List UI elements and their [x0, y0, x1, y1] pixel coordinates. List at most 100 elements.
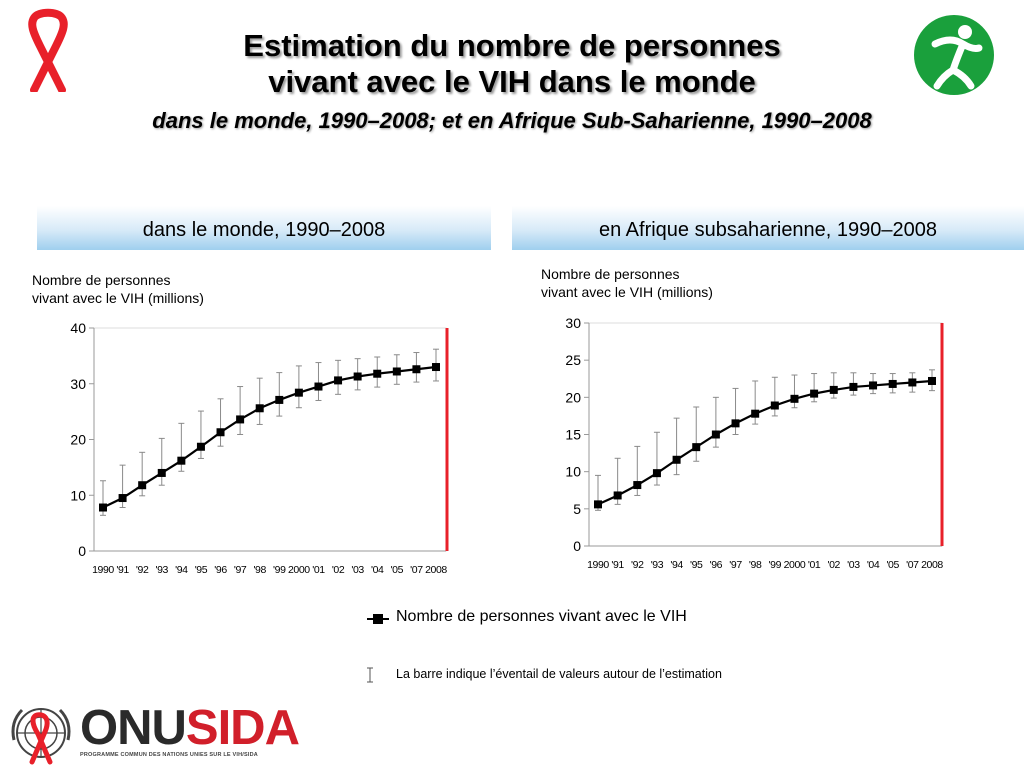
data-point [672, 455, 681, 464]
x-tick-label: 1990 [587, 559, 609, 571]
ylabel-world: Nombre de personnes vivant avec le VIH (… [32, 271, 204, 307]
data-point [177, 456, 186, 465]
data-point [157, 468, 166, 477]
data-point [613, 491, 622, 500]
series-line [102, 365, 437, 509]
data-point [928, 376, 936, 385]
panel-header-world: dans le monde, 1990–2008 [37, 206, 491, 250]
plot-frame [588, 322, 943, 547]
x-tick-label: 2008 [425, 564, 447, 576]
data-point [412, 365, 421, 374]
logo-sida: SIDA [185, 701, 300, 755]
data-point [829, 385, 838, 394]
data-point [294, 388, 303, 397]
x-tick-label: '91 [611, 559, 624, 571]
x-tick-label: '05 [886, 559, 899, 571]
x-tick-label: 1990 [92, 564, 114, 576]
data-point [770, 401, 779, 410]
x-tick-label: 2000 [784, 559, 806, 571]
x-tick-label: '01 [808, 559, 821, 571]
x-tick-label: '93 [651, 559, 664, 571]
title-line-1: Estimation du nombre de personnes [243, 28, 781, 63]
data-point [869, 381, 878, 390]
y-tick-label: 20 [565, 389, 581, 405]
x-tick-label: '07 [906, 559, 919, 571]
x-tick-label: '07 [410, 564, 423, 576]
x-tick-label: '96 [214, 564, 227, 576]
data-point [633, 481, 642, 490]
x-tick-label: 2008 [921, 559, 943, 571]
logo-onu: ONU [80, 701, 187, 755]
onusida-logo-subtext: PROGRAMME COMMUN DES NATIONS UNIES SUR L… [80, 752, 258, 758]
data-point [392, 367, 401, 376]
data-point [888, 379, 897, 388]
x-tick-label: '99 [769, 559, 782, 571]
ribbon-shape [28, 8, 68, 92]
un-emblem-icon [11, 708, 71, 765]
data-point [432, 363, 440, 372]
data-point [275, 395, 284, 404]
x-tick-label: '92 [631, 559, 644, 571]
title-line-2: vivant avec le VIH dans le monde [268, 64, 756, 99]
ylabel-world-line1: Nombre de personnes [32, 272, 171, 288]
chart-world: 0 10 20 30 40 1990'91 '92 '93 '94 '95 '96 '97 '98 '99… [70, 320, 449, 576]
data-point [373, 369, 382, 378]
data-point [711, 430, 720, 439]
data-point [99, 503, 107, 512]
data-point [731, 419, 740, 428]
data-point [594, 500, 602, 509]
y-tick-label: 0 [78, 543, 86, 559]
data-point [790, 394, 799, 403]
x-tick-label: '93 [156, 564, 169, 576]
y-tick-label: 40 [70, 320, 86, 336]
data-point [236, 415, 245, 424]
x-tick-label: '94 [175, 564, 188, 576]
ylabel-africa: Nombre de personnes vivant avec le VIH (… [541, 265, 713, 301]
y-tick-label: 30 [565, 315, 581, 331]
data-point [849, 382, 858, 391]
x-tick-label: '96 [710, 559, 723, 571]
y-tick-label: 0 [573, 538, 581, 554]
x-tick-label: '95 [690, 559, 703, 571]
plot-frame [93, 327, 447, 552]
x-tick-label: '97 [729, 559, 742, 571]
x-tick-label: '91 [116, 564, 129, 576]
legend-series-label: Nombre de personnes vivant avec le VIH [396, 608, 687, 625]
subtitle: dans le monde, 1990–2008; et en Afrique … [152, 108, 872, 133]
x-tick-label: '01 [312, 564, 325, 576]
data-point [652, 469, 661, 478]
red-ribbon-icon [28, 8, 68, 92]
data-point [908, 378, 917, 387]
series-line [597, 379, 933, 506]
data-point [314, 382, 323, 391]
ylabel-world-line2: vivant avec le VIH (millions) [32, 290, 204, 306]
data-point [692, 443, 701, 452]
x-tick-label: '03 [847, 559, 860, 571]
x-tick-label: '95 [195, 564, 208, 576]
data-point [138, 481, 147, 490]
data-point [810, 389, 819, 398]
chart-africa: 0 5 10 15 20 25 30 1990'91 '92 '93 '94 '95 '96 '97 '98… [565, 315, 943, 571]
x-tick-label: '98 [749, 559, 762, 571]
x-tick-label: '03 [351, 564, 364, 576]
legend-range-label: La barre indique l’éventail de valeurs a… [396, 667, 722, 681]
data-point [216, 428, 225, 437]
ylabel-africa-line1: Nombre de personnes [541, 266, 680, 282]
data-point [255, 404, 264, 413]
data-point [334, 376, 343, 385]
runner-logo-icon [914, 15, 994, 95]
x-tick-label: '05 [391, 564, 404, 576]
y-tick-label: 20 [70, 432, 86, 448]
y-tick-label: 10 [565, 464, 581, 480]
x-tick-label: 2000 [288, 564, 310, 576]
data-point [118, 494, 127, 503]
x-tick-label: '94 [670, 559, 683, 571]
legend-range-bar-icon [367, 667, 373, 683]
x-tick-label: '04 [867, 559, 880, 571]
x-tick-label: '92 [136, 564, 149, 576]
y-tick-label: 15 [565, 427, 581, 443]
y-tick-label: 10 [70, 487, 86, 503]
x-tick-label: '02 [332, 564, 345, 576]
y-tick-label: 5 [573, 501, 581, 517]
y-tick-label: 25 [565, 352, 581, 368]
